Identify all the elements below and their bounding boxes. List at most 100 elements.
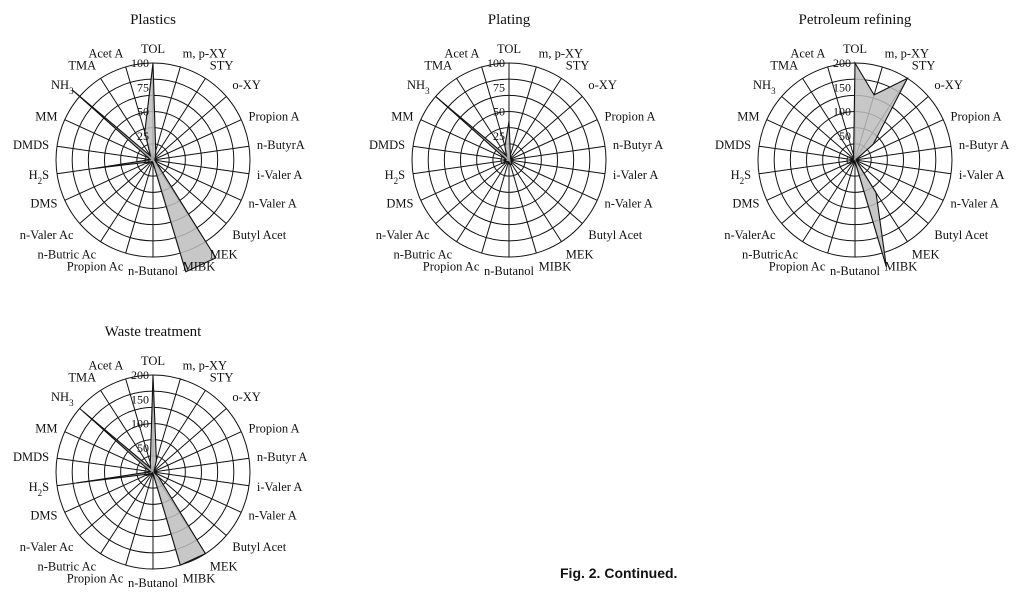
axis-spoke <box>827 66 856 161</box>
category-label: Acet A <box>444 46 479 60</box>
category-label: STY <box>210 59 234 73</box>
radial-tick-label: 200 <box>833 56 851 70</box>
category-label: TOL <box>843 42 867 56</box>
category-label: TOL <box>141 354 165 368</box>
data-area <box>76 374 207 566</box>
axis-spoke <box>64 431 154 473</box>
axis-spoke <box>766 159 856 201</box>
axis-spoke <box>152 66 181 161</box>
axis-spoke <box>152 119 242 161</box>
axis-spoke <box>508 119 598 161</box>
axis-spoke <box>854 159 929 224</box>
category-label: DMS <box>732 197 759 211</box>
axis-spoke <box>64 159 154 201</box>
axis-spoke <box>508 96 583 161</box>
category-label: Butyl Acet <box>934 228 988 242</box>
category-label: NH3 <box>753 78 776 96</box>
chart-title: Plastics <box>130 12 176 28</box>
category-label: TMA <box>424 59 452 73</box>
category-label: TOL <box>497 42 521 56</box>
category-label: H2S <box>29 480 50 498</box>
category-label: MIBK <box>539 260 572 274</box>
axis-spoke <box>435 159 510 224</box>
category-label: Propion A <box>605 109 656 123</box>
category-label: MM <box>737 109 759 123</box>
category-label: Butyl Acet <box>232 540 286 554</box>
axis-spoke <box>79 471 154 536</box>
category-label: n-Butanol <box>830 264 881 278</box>
category-label: o-XY <box>232 78 260 92</box>
axis-spoke <box>152 159 250 175</box>
axis-spoke <box>152 145 250 161</box>
axis-spoke <box>125 378 154 473</box>
axis-spoke <box>758 159 856 175</box>
category-label: n-Butric Ac <box>38 559 97 573</box>
category-label: m, p-XY <box>183 358 227 372</box>
category-label: m, p-XY <box>539 46 583 60</box>
axis-spoke <box>64 471 154 513</box>
category-label: Propion Ac <box>769 260 826 274</box>
category-label: Butyl Acet <box>232 228 286 242</box>
category-label: Propion Ac <box>67 260 124 274</box>
category-label: Propion A <box>249 421 300 435</box>
axis-spoke <box>152 378 181 473</box>
axis-spoke <box>508 159 606 175</box>
category-label: MM <box>35 109 57 123</box>
category-label: n-Butanol <box>484 264 535 278</box>
axis-spoke <box>508 159 598 201</box>
category-label: TMA <box>68 59 96 73</box>
axis-spoke <box>481 66 510 161</box>
category-label: i-Valer A <box>959 168 1004 182</box>
axis-spoke <box>152 471 227 536</box>
axis-spoke <box>420 119 510 161</box>
category-label: MIBK <box>183 260 216 274</box>
category-label: n-ButricAc <box>742 247 799 261</box>
category-label: n-Valer Ac <box>20 540 74 554</box>
category-label: i-Valer A <box>613 168 658 182</box>
category-label: MIBK <box>183 572 216 586</box>
data-area <box>435 96 513 166</box>
category-label: n-Butyr A <box>257 450 307 464</box>
axis-spoke <box>508 159 562 242</box>
radial-tick-label: 25 <box>137 129 149 143</box>
radial-tick-label: 100 <box>131 417 149 431</box>
axis-spoke <box>79 159 154 224</box>
chart-title: Petroleum refining <box>799 12 912 28</box>
category-label: m, p-XY <box>183 46 227 60</box>
radial-tick-label: 150 <box>833 80 851 94</box>
axis-spoke <box>508 78 562 161</box>
axis-spoke <box>766 119 856 161</box>
axis-spoke <box>152 96 227 161</box>
axis-spoke <box>420 159 510 201</box>
axis-spoke <box>125 471 154 566</box>
category-label: STY <box>912 59 936 73</box>
radial-tick-label: 100 <box>131 56 149 70</box>
radial-tick-label: 200 <box>131 368 149 382</box>
axis-spoke <box>481 159 510 254</box>
axis-spoke <box>100 471 154 554</box>
category-label: DMDS <box>369 138 405 152</box>
axis-spoke <box>456 159 510 242</box>
category-label: MM <box>391 109 413 123</box>
axis-spoke <box>100 78 154 161</box>
category-label: MEK <box>912 247 940 261</box>
radial-tick-zero: 0 <box>846 153 852 167</box>
radial-tick-label: 50 <box>493 105 505 119</box>
category-label: Propion A <box>951 109 1002 123</box>
axis-spoke <box>508 66 537 161</box>
axis-spoke <box>854 159 944 201</box>
category-label: TMA <box>770 59 798 73</box>
axis-spoke <box>802 159 856 242</box>
category-label: DMS <box>30 197 57 211</box>
category-label: NH3 <box>51 78 74 96</box>
axis-spoke <box>152 457 250 473</box>
category-label: Butyl Acet <box>588 228 642 242</box>
category-label: H2S <box>731 168 752 186</box>
category-label: MIBK <box>885 260 918 274</box>
axis-spoke <box>152 78 206 161</box>
axis-spoke <box>100 390 154 473</box>
category-label: n-ButyrA <box>257 138 305 152</box>
category-label: n-Butric Ac <box>394 247 453 261</box>
